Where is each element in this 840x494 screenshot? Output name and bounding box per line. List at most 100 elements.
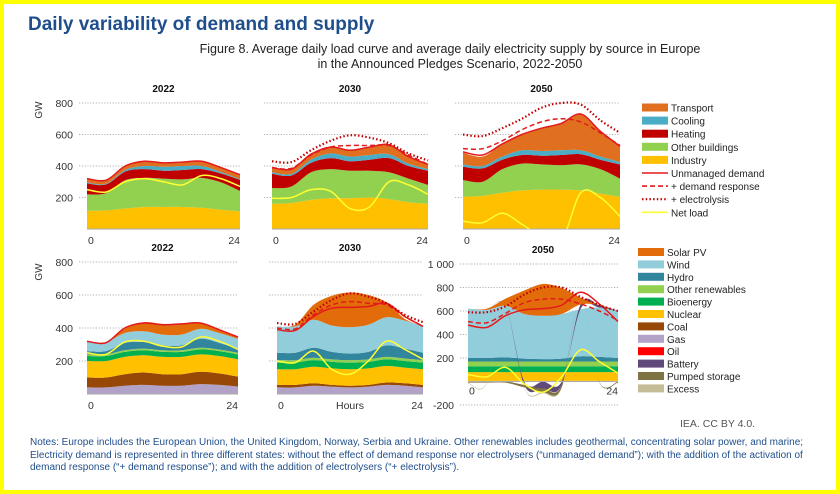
subtitle-line-2: in the Announced Pledges Scenario, 2022-… <box>317 57 583 71</box>
legend-label: Battery <box>667 360 699 371</box>
area-wind <box>87 328 238 352</box>
panel-2050-demand: 2050 0 24 <box>455 84 621 247</box>
line-demand-response <box>467 297 619 324</box>
figure-subtitle: Figure 8. Average daily load curve and a… <box>0 42 840 72</box>
y-tick-label: 400 <box>55 161 73 173</box>
panel-2030-demand: 2030 0 24 <box>264 84 429 247</box>
legend-item: Other renewables <box>638 285 746 296</box>
legend-item: Nuclear <box>638 310 702 321</box>
area-heating <box>272 157 428 189</box>
panel-title: 2030 <box>339 243 362 254</box>
line-net-load <box>86 174 241 194</box>
legend-label: Oil <box>667 347 679 358</box>
y-tick-label: 200 <box>55 193 73 205</box>
area-solar-pv <box>277 292 423 328</box>
x-tick-label: 0 <box>88 400 94 412</box>
legend-item: Gas <box>638 334 685 346</box>
x-tick-label: 24 <box>228 235 240 247</box>
panel-2022-supply: 200 400 600 800 GW 2022 0 24 <box>34 243 239 412</box>
legend-item: Cooling <box>642 116 705 128</box>
subtitle-line-1: Figure 8. Average daily load curve and a… <box>199 42 701 56</box>
x-tick-label: 24 <box>606 386 618 398</box>
legend-item: Coal <box>638 322 688 333</box>
y-tick-label: -200 <box>433 400 454 412</box>
legend-item: Unmanaged demand <box>642 169 764 180</box>
area-bioenergy <box>277 359 423 370</box>
legend-item: Oil <box>638 347 679 358</box>
area-other-renewables <box>277 356 423 363</box>
area-gas <box>277 384 423 394</box>
y-tick-label: 600 <box>436 306 454 318</box>
legend-label: Heating <box>671 130 705 141</box>
y-tick-label: 200 <box>436 353 454 365</box>
line-unmanaged-demand <box>86 160 241 182</box>
line-net-load <box>271 179 429 212</box>
legend-item: Pumped storage <box>638 372 741 383</box>
area-wind <box>468 305 618 360</box>
x-tick-label: 24 <box>411 400 423 412</box>
legend-swatch <box>638 260 664 269</box>
legend-item: Hydro <box>638 272 694 284</box>
legend-swatch <box>638 272 664 281</box>
legend-item: Other buildings <box>642 142 738 154</box>
y-tick-label: 400 <box>436 330 454 342</box>
line-unmanaged-demand <box>467 291 619 329</box>
panel-title: 2050 <box>532 245 555 256</box>
line-electrolysis <box>271 134 429 164</box>
line-net-load <box>86 336 239 356</box>
legend-swatch <box>638 359 664 368</box>
legend-item: Industry <box>642 155 707 167</box>
line-group <box>467 285 619 393</box>
legend-item: Transport <box>642 103 714 115</box>
source-credit: IEA. CC BY 4.0. <box>680 418 756 430</box>
legend-item: + demand response <box>642 182 760 193</box>
area-nuclear <box>87 354 238 378</box>
legend-label: Wind <box>667 260 690 271</box>
legend-item: Excess <box>638 384 699 395</box>
legend-label: Transport <box>671 104 714 115</box>
x-tick-label: 24 <box>608 235 620 247</box>
x-tick-label: 24 <box>416 235 428 247</box>
area-gas <box>87 384 238 394</box>
area-nuclear <box>277 365 423 386</box>
line-demand-response <box>271 144 429 170</box>
legend-swatch <box>638 372 664 380</box>
area-coal <box>277 382 423 388</box>
area-industry <box>272 197 428 229</box>
legend-label: Nuclear <box>667 310 702 321</box>
line-unmanaged-demand <box>86 321 239 345</box>
line-group <box>86 321 239 356</box>
x-tick-label: 0 <box>469 386 475 398</box>
legend-item: Battery <box>638 359 699 371</box>
y-tick-label: 600 <box>55 130 73 142</box>
panel-title: 2030 <box>339 84 362 95</box>
legend-label: Other renewables <box>667 285 746 296</box>
legend-label: + demand response <box>671 182 760 193</box>
legend-label: Cooling <box>671 117 705 128</box>
y-tick-label: 800 <box>55 257 73 269</box>
y-tick-label: 800 <box>436 283 454 295</box>
y-tick-label: 200 <box>55 356 73 368</box>
area-hydro <box>277 345 423 361</box>
legend-label: Other buildings <box>671 143 738 154</box>
line-net-load <box>276 340 424 376</box>
panel-title: 2022 <box>152 84 175 95</box>
area-bioenergy <box>87 349 238 362</box>
legend-swatch <box>638 347 664 356</box>
area-hydro <box>468 356 618 362</box>
page-title: Daily variability of demand and supply <box>28 14 375 35</box>
panel-2030-supply: 2030 0 24 Hours <box>269 243 424 412</box>
area-bioenergy <box>468 366 618 373</box>
legend-item: Bioenergy <box>638 297 712 309</box>
legend-swatch <box>638 334 664 343</box>
x-tick-label: 0 <box>278 400 284 412</box>
line-group <box>86 160 241 194</box>
legend-swatch <box>638 248 664 256</box>
legend-label: Solar PV <box>667 248 707 259</box>
legend-swatch <box>638 285 664 294</box>
panel-2022-demand: 200 400 600 800 GW 2022 0 24 <box>34 84 241 247</box>
legend-item: Heating <box>642 129 705 141</box>
y-tick-label: 800 <box>55 98 73 110</box>
line-net-load <box>467 348 619 393</box>
